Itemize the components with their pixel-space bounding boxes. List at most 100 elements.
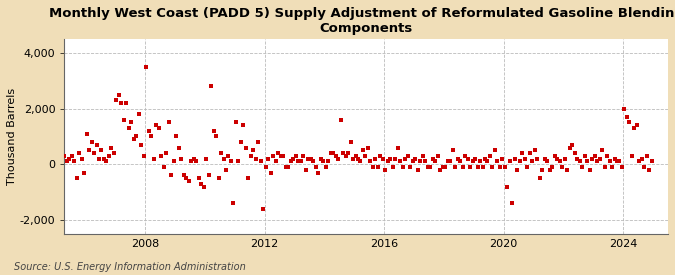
Point	[153, 126, 164, 130]
Point	[375, 154, 386, 158]
Point	[330, 154, 341, 158]
Point	[215, 151, 226, 155]
Point	[151, 123, 162, 128]
Point	[253, 140, 264, 144]
Point	[567, 142, 578, 147]
Point	[522, 165, 533, 169]
Point	[275, 154, 286, 158]
Point	[442, 159, 453, 164]
Point	[54, 151, 65, 155]
Point	[81, 131, 92, 136]
Point	[462, 156, 473, 161]
Point	[124, 126, 134, 130]
Point	[268, 154, 279, 158]
Point	[467, 159, 478, 164]
Point	[370, 156, 381, 161]
Point	[398, 165, 408, 169]
Point	[355, 159, 366, 164]
Point	[410, 156, 421, 161]
Point	[572, 156, 583, 161]
Point	[143, 129, 154, 133]
Point	[265, 170, 276, 175]
Point	[101, 159, 112, 164]
Point	[452, 156, 463, 161]
Point	[248, 148, 259, 153]
Point	[335, 117, 346, 122]
Point	[168, 159, 179, 164]
Point	[560, 156, 570, 161]
Point	[520, 156, 531, 161]
Point	[166, 173, 177, 178]
Point	[121, 101, 132, 105]
Point	[91, 142, 102, 147]
Point	[352, 156, 363, 161]
Y-axis label: Thousand Barrels: Thousand Barrels	[7, 88, 17, 185]
Point	[148, 156, 159, 161]
Point	[492, 159, 503, 164]
Point	[616, 165, 627, 169]
Point	[377, 156, 388, 161]
Point	[368, 165, 379, 169]
Point	[594, 156, 605, 161]
Point	[203, 173, 214, 178]
Point	[425, 165, 435, 169]
Point	[464, 165, 475, 169]
Point	[119, 117, 130, 122]
Point	[597, 148, 608, 153]
Point	[206, 84, 217, 89]
Point	[535, 176, 545, 180]
Point	[131, 134, 142, 139]
Point	[439, 165, 450, 169]
Point	[547, 165, 558, 169]
Point	[146, 134, 157, 139]
Point	[79, 170, 90, 175]
Point	[542, 159, 553, 164]
Point	[223, 154, 234, 158]
Point	[286, 159, 296, 164]
Point	[323, 159, 333, 164]
Point	[196, 182, 207, 186]
Point	[360, 154, 371, 158]
Point	[437, 165, 448, 169]
Point	[423, 165, 433, 169]
Point	[562, 168, 572, 172]
Point	[327, 151, 338, 155]
Point	[475, 159, 485, 164]
Point	[280, 165, 291, 169]
Point	[250, 156, 261, 161]
Point	[412, 168, 423, 172]
Point	[116, 101, 127, 105]
Point	[86, 140, 97, 144]
Point	[134, 112, 144, 116]
Point	[318, 159, 329, 164]
Point	[200, 156, 211, 161]
Point	[599, 165, 610, 169]
Point	[71, 176, 82, 180]
Point	[579, 154, 590, 158]
Point	[502, 184, 513, 189]
Point	[539, 156, 550, 161]
Point	[193, 176, 204, 180]
Point	[448, 148, 458, 153]
Point	[387, 165, 398, 169]
Point	[589, 154, 600, 158]
Point	[383, 159, 394, 164]
Point	[482, 159, 493, 164]
Point	[500, 165, 510, 169]
Point	[350, 154, 361, 158]
Point	[183, 179, 194, 183]
Point	[233, 159, 244, 164]
Point	[188, 156, 199, 161]
Point	[622, 115, 632, 119]
Point	[338, 151, 348, 155]
Point	[293, 159, 304, 164]
Point	[624, 120, 635, 125]
Point	[236, 140, 246, 144]
Point	[345, 140, 356, 144]
Point	[380, 168, 391, 172]
Point	[517, 151, 528, 155]
Point	[63, 156, 74, 161]
Point	[113, 92, 124, 97]
Text: Source: U.S. Energy Information Administration: Source: U.S. Energy Information Administ…	[14, 262, 245, 272]
Point	[480, 156, 491, 161]
